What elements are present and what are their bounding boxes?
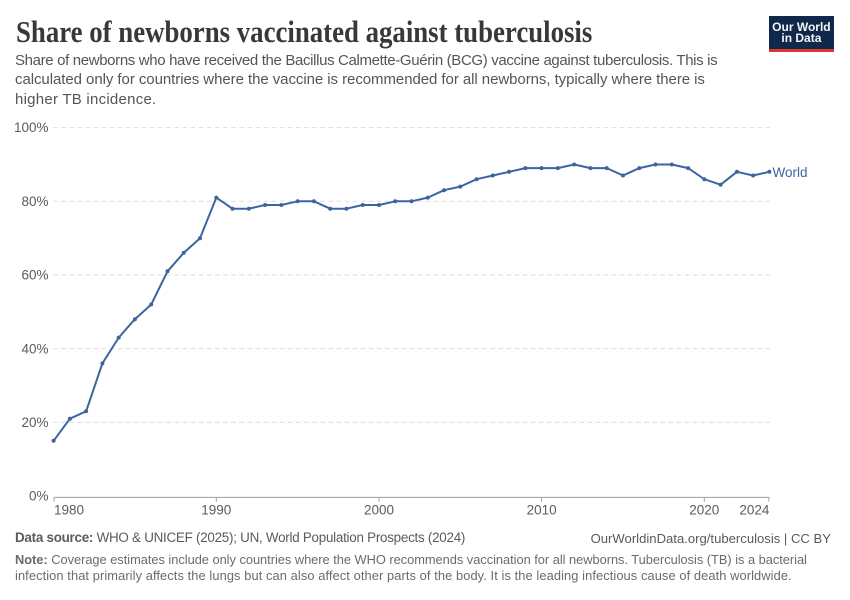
svg-text:2020: 2020 — [689, 503, 719, 518]
svg-text:2010: 2010 — [527, 503, 557, 518]
svg-text:100%: 100% — [14, 120, 49, 135]
svg-text:2024: 2024 — [739, 503, 770, 518]
svg-text:World: World — [773, 165, 808, 180]
svg-text:0%: 0% — [29, 489, 49, 504]
svg-text:20%: 20% — [21, 415, 48, 430]
svg-text:60%: 60% — [21, 268, 48, 283]
svg-text:1990: 1990 — [201, 503, 231, 518]
svg-text:1980: 1980 — [54, 503, 84, 518]
svg-text:40%: 40% — [21, 341, 48, 356]
svg-text:80%: 80% — [21, 194, 48, 209]
svg-text:2000: 2000 — [364, 503, 394, 518]
